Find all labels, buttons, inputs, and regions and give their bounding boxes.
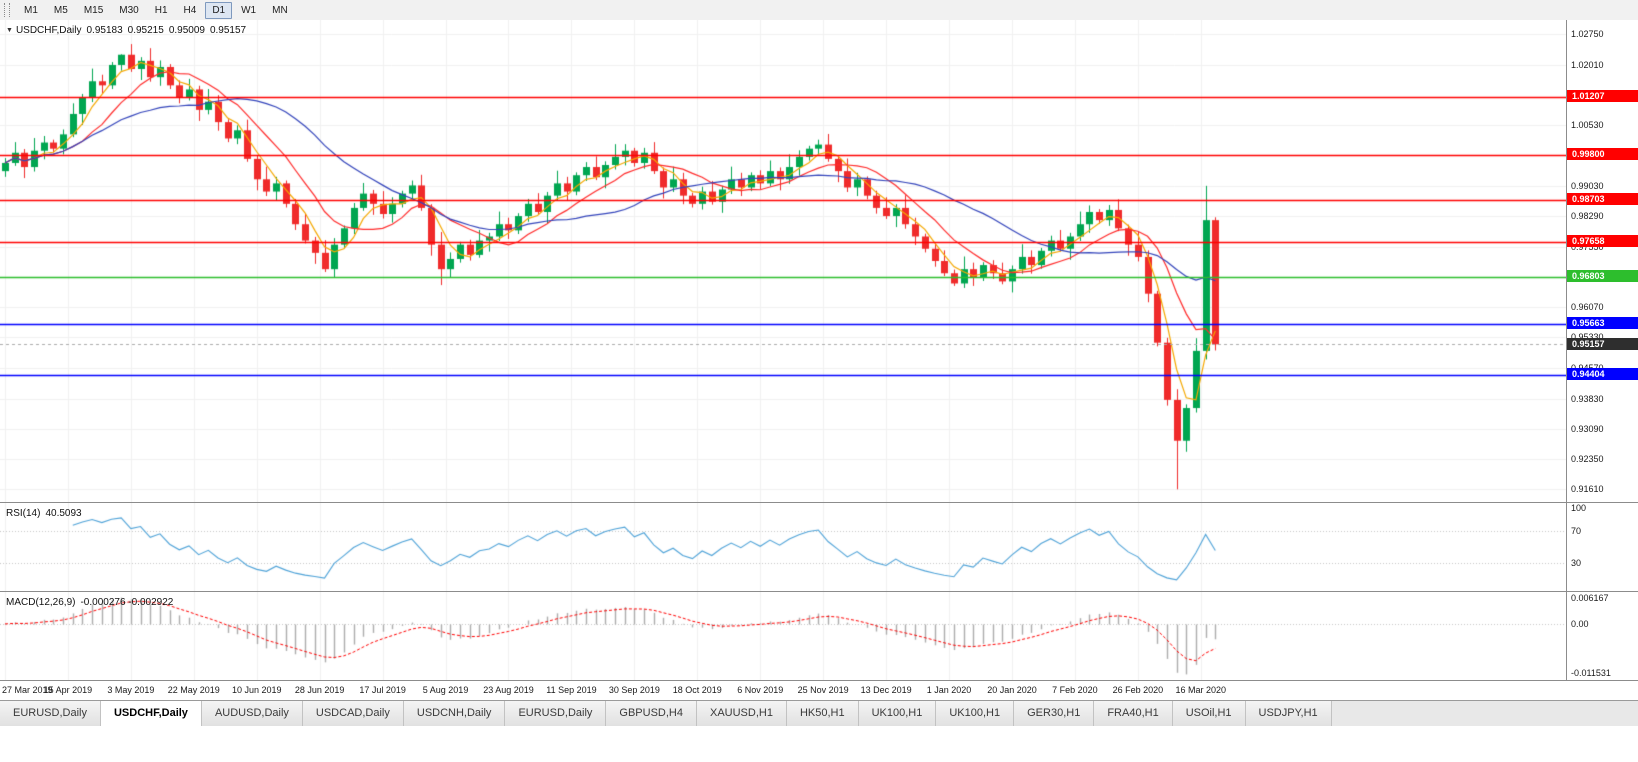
symbol-tab-1[interactable]: USDCHF,Daily — [100, 701, 202, 726]
date-axis-label: 1 Jan 2020 — [926, 685, 972, 695]
symbol-tab-5[interactable]: EURUSD,Daily — [505, 701, 607, 726]
pane-splitter[interactable] — [0, 680, 1638, 681]
rsi-axis-label: 70 — [1571, 526, 1582, 536]
date-axis-label: 20 Jan 2020 — [987, 685, 1037, 695]
rsi-axis-label: 100 — [1571, 503, 1587, 513]
date-axis-label: 15 Apr 2019 — [43, 685, 93, 695]
timeframe-button-m30[interactable]: M30 — [119, 4, 139, 16]
price-tick-label: 1.00530 — [1571, 119, 1604, 130]
date-axis-label: 3 May 2019 — [107, 685, 155, 695]
date-axis-label: 30 Sep 2019 — [608, 685, 660, 695]
macd-axis-label: -0.011531 — [1571, 667, 1611, 678]
timeframe-buttons: M1 M5 M15 M30 H1 H4 D1 W1 MN — [16, 1, 296, 19]
symbol-tab-0[interactable]: EURUSD,Daily — [0, 701, 101, 726]
hline-price-label: 0.94404 — [1567, 368, 1638, 381]
date-axis-label: 25 Nov 2019 — [797, 685, 849, 695]
ohlc-open-value: 0.95183 — [86, 25, 123, 36]
timeframe-button-h1[interactable]: H1 — [154, 4, 168, 16]
symbol-tabbar: EURUSD,Daily USDCHF,Daily AUDUSD,Daily USDC… — [0, 700, 1638, 726]
rsi-name: RSI(14) — [6, 508, 41, 519]
date-axis-label: 23 Aug 2019 — [483, 685, 534, 695]
symbol-tab-14[interactable]: USDJPY,H1 — [1245, 701, 1332, 726]
date-axis-label: 11 Sep 2019 — [546, 685, 597, 695]
toolbar-grip-icon[interactable] — [4, 3, 10, 17]
price-tick-label: 0.96070 — [1571, 302, 1604, 313]
price-tick-label: 0.93830 — [1571, 393, 1604, 404]
rsi-axis-label: 30 — [1571, 558, 1582, 568]
price-tick-label: 0.92350 — [1571, 454, 1604, 465]
macd-axis-label: 0.006167 — [1571, 592, 1609, 603]
rsi-value: 40.5093 — [45, 508, 82, 519]
chart-title: ▼ USDCHF,Daily 0.95183 0.95215 0.95009 0.9515… — [6, 25, 251, 36]
timeframe-button-mn[interactable]: MN — [272, 4, 288, 16]
timeframe-button-h4[interactable]: H4 — [183, 4, 197, 16]
hline-price-label: 0.99800 — [1567, 147, 1638, 160]
rsi-indicator-pane: RSI(14) 40.5093 100 70 30 — [0, 503, 1638, 591]
timeframe-button-m5[interactable]: M5 — [53, 4, 68, 16]
hline-price-label: 0.96803 — [1567, 270, 1638, 283]
ohlc-high-value: 0.95215 — [127, 25, 164, 36]
symbol-tab-8[interactable]: HK50,H1 — [786, 701, 859, 726]
symbol-tab-4[interactable]: USDCNH,Daily — [403, 701, 506, 726]
hline-price-label: 0.98703 — [1567, 192, 1638, 205]
hline-price-label: 0.97658 — [1567, 235, 1638, 248]
macd-values: -0.000276 -0.002922 — [80, 597, 174, 608]
symbol-tab-7[interactable]: XAUUSD,H1 — [696, 701, 787, 726]
chart-symbol-label: USDCHF,Daily — [15, 25, 82, 36]
macd-indicator-pane: MACD(12,26,9) -0.000276 -0.002922 0.00616… — [0, 592, 1638, 680]
timeframe-button-m1[interactable]: M1 — [24, 4, 38, 16]
date-axis-label: 26 Feb 2020 — [1112, 685, 1164, 695]
price-tick-label: 1.02010 — [1571, 59, 1604, 70]
hline-price-label: 1.01207 — [1567, 90, 1638, 103]
date-axis-label: 18 Oct 2019 — [672, 685, 722, 695]
symbol-tab-12[interactable]: FRA40,H1 — [1094, 701, 1173, 726]
timeframe-button-m15[interactable]: M15 — [83, 4, 104, 16]
pane-splitter[interactable] — [0, 502, 1638, 503]
symbol-tab-13[interactable]: USOil,H1 — [1172, 701, 1246, 726]
date-axis-label: 16 Mar 2020 — [1175, 685, 1227, 695]
macd-canvas[interactable] — [0, 592, 1566, 680]
date-axis-label: 27 Mar 2019 — [2, 685, 53, 695]
symbol-tab-2[interactable]: AUDUSD,Daily — [201, 701, 303, 726]
symbol-tab-11[interactable]: GER30,H1 — [1014, 701, 1095, 726]
price-chart-canvas[interactable] — [0, 20, 1566, 502]
pane-splitter[interactable] — [0, 591, 1638, 592]
macd-label: MACD(12,26,9) -0.000276 -0.002922 — [6, 597, 178, 608]
timeframe-toolbar: M1 M5 M15 M30 H1 H4 D1 W1 MN — [0, 0, 1638, 21]
rsi-label: RSI(14) 40.5093 — [6, 508, 87, 519]
date-axis-label: 7 Feb 2020 — [1052, 685, 1098, 695]
date-axis[interactable]: 27 Mar 2019 15 Apr 2019 3 May 2019 22 May 2… — [0, 681, 1638, 700]
date-axis-label: 10 Jun 2019 — [231, 685, 282, 695]
macd-name: MACD(12,26,9) — [6, 597, 76, 608]
ohlc-low-value: 0.95009 — [168, 25, 205, 36]
date-axis-label: 22 May 2019 — [167, 685, 220, 695]
price-axis-separator — [1566, 20, 1567, 681]
ohlc-close-value: 0.95157 — [209, 25, 247, 36]
symbol-tab-9[interactable]: UK100,H1 — [858, 701, 937, 726]
hline-price-label: 0.95663 — [1567, 316, 1638, 329]
price-tick-label: 1.02750 — [1571, 29, 1604, 40]
price-tick-label: 0.98290 — [1571, 211, 1604, 222]
price-tick-label: 0.99030 — [1571, 181, 1604, 192]
price-tick-label: 0.93090 — [1571, 423, 1604, 434]
price-tick-label: 0.91610 — [1571, 484, 1604, 495]
symbol-tab-10[interactable]: UK100,H1 — [936, 701, 1015, 726]
date-axis-label: 6 Nov 2019 — [737, 685, 784, 695]
timeframe-button-d1[interactable]: D1 — [205, 1, 233, 19]
date-axis-label: 28 Jun 2019 — [294, 685, 345, 695]
timeframe-button-w1[interactable]: W1 — [241, 4, 257, 16]
symbol-tab-3[interactable]: USDCAD,Daily — [302, 701, 404, 726]
macd-axis-label: 0.00 — [1571, 618, 1589, 629]
current-price-label: 0.95157 — [1567, 337, 1638, 350]
date-axis-label: 13 Dec 2019 — [860, 685, 912, 695]
price-chart-pane: ▼ USDCHF,Daily 0.95183 0.95215 0.95009 0.9515… — [0, 20, 1638, 502]
price-tick-label: 0.95330 — [1571, 332, 1604, 342]
rsi-canvas[interactable] — [0, 503, 1566, 591]
date-axis-label: 17 Jul 2019 — [359, 685, 406, 695]
symbol-tab-6[interactable]: GBPUSD,H4 — [606, 701, 697, 726]
date-axis-label: 5 Aug 2019 — [422, 685, 469, 695]
collapse-triangle-icon[interactable]: ▼ — [6, 27, 13, 34]
